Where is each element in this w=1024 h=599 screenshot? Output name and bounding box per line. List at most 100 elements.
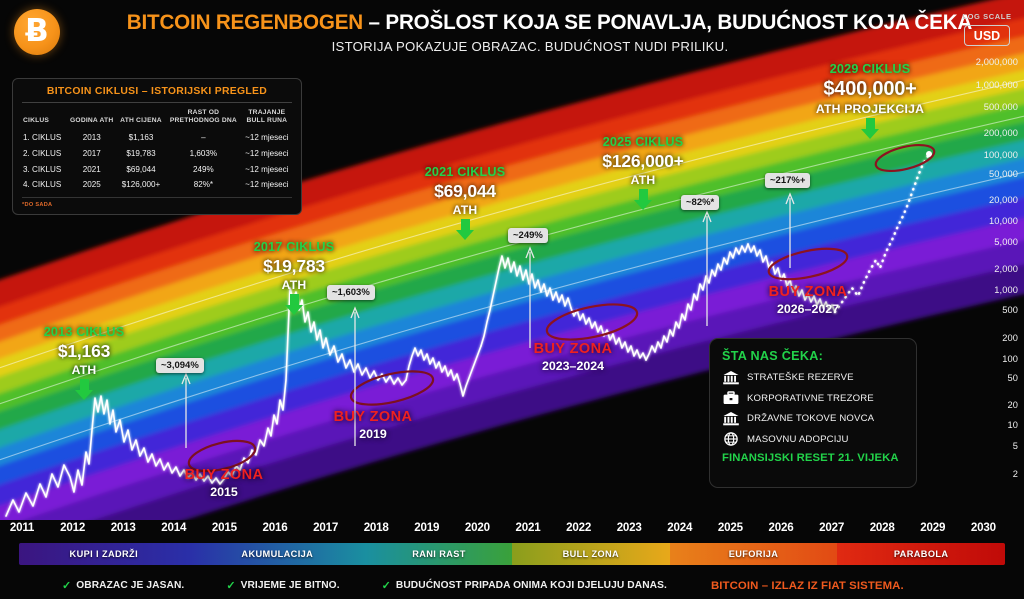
table-cell: $19,783 bbox=[126, 148, 156, 158]
footer-cta: BITCOIN – IZLAZ IZ FIAT SISTEMA. bbox=[710, 579, 904, 592]
cycle-annotation-2021: 2021 CIKLUS $69,044 ATH bbox=[404, 165, 526, 240]
table-row: 3. CIKLUS 2021 $69,044 249% ~12 mjeseci bbox=[22, 161, 292, 177]
awaits-title: ŠTA NAS ČEKA: bbox=[722, 349, 824, 363]
y-axis-tick: 5 bbox=[1012, 441, 1018, 451]
table-cell: 2013 bbox=[82, 133, 101, 143]
x-axis-tick: 2030 bbox=[970, 521, 996, 534]
cycle-ath-label: ATH PROJEKCIJA bbox=[815, 102, 925, 116]
table-title: BITCOIN CIKLUSI – ISTORIJSKI PREGLED bbox=[22, 86, 292, 103]
growth-badge-1603: ~1,603% bbox=[327, 285, 375, 300]
y-axis-tick: 10,000 bbox=[988, 216, 1018, 226]
footer-check-label: BUDUĆNOST PRIPADA ONIMA KOJI DJELUJU DAN… bbox=[395, 580, 667, 591]
table-row: 2. CIKLUS 2017 $19,783 1,603% ~12 mjeseci bbox=[22, 146, 292, 162]
buy-zone-2023-2024: BUY ZONA 2023–2024 bbox=[513, 341, 633, 373]
cycle-price: $19,783 bbox=[263, 256, 325, 276]
awaits-list-item: STRATEŠKE REZERVE bbox=[722, 370, 904, 385]
phase-band: KUPI I ZADRŽI bbox=[19, 543, 189, 565]
footer-check-label: VRIJEME JE BITNO. bbox=[240, 580, 340, 591]
cycle-price: $126,000+ bbox=[602, 151, 684, 171]
what-awaits-box: ŠTA NAS ČEKA: STRATEŠKE REZERVE KORPORATI… bbox=[709, 338, 917, 488]
buy-zone-title: BUY ZONA bbox=[184, 467, 264, 483]
buy-zone-2015: BUY ZONA 2015 bbox=[168, 467, 280, 499]
table-cell: ~12 mjeseci bbox=[245, 180, 289, 190]
phase-band: AKUMULACIJA bbox=[188, 543, 367, 565]
cycle-ath-label: ATH bbox=[71, 363, 97, 377]
awaits-item-label: STRATEŠKE REZERVE bbox=[747, 372, 854, 383]
table-row: 4. CIKLUS 2025 $126,000+ 82%* ~12 mjeseci bbox=[22, 177, 292, 193]
x-axis-tick: 2027 bbox=[819, 521, 845, 534]
y-axis-tick: 2,000,000 bbox=[975, 57, 1018, 67]
footer-check-label: OBRAZAC JE JASAN. bbox=[76, 580, 185, 591]
x-axis: 2011 2012 2013 2014 2015 2016 2017 2018 2019 2020… bbox=[0, 519, 1024, 541]
x-axis-tick: 2011 bbox=[9, 521, 35, 534]
cycle-ath-label: ATH bbox=[452, 203, 478, 217]
awaits-list-item: DRŽAVNE TOKOVE NOVCA bbox=[722, 411, 904, 426]
y-axis-tick: 50 bbox=[1007, 373, 1018, 383]
cycle-ath-label: ATH bbox=[281, 278, 307, 292]
phase-band: BULL ZONA bbox=[511, 543, 670, 565]
y-axis-tick: 1,000 bbox=[994, 285, 1018, 295]
check-icon: ✓ bbox=[381, 580, 391, 592]
x-axis-tick: 2023 bbox=[616, 521, 642, 534]
awaits-item-label: MASOVNU ADOPCIJU bbox=[747, 433, 849, 445]
page-subtitle: ISTORIJA POKAZUJE OBRAZAC. BUDUĆNOST NUD… bbox=[331, 39, 729, 54]
cycle-year-label: 2013 CIKLUS bbox=[43, 325, 125, 339]
table-header-row: CIKLUS GODINA ATH ATH CIJENA RAST OD PRETHOD… bbox=[22, 106, 292, 130]
table-cell: 249% bbox=[193, 164, 214, 174]
y-axis-tick: 10 bbox=[1007, 420, 1018, 430]
x-axis-tick: 2028 bbox=[869, 521, 895, 534]
currency-toggle-button[interactable]: USD bbox=[964, 25, 1010, 46]
phase-band: PARABOLA bbox=[837, 543, 1005, 565]
growth-badge-3094: ~3,094% bbox=[156, 358, 204, 373]
table-col-header: CIKLUS bbox=[23, 117, 50, 125]
x-axis-tick: 2025 bbox=[717, 521, 743, 534]
table-col-header: RAST OD PRETHODNOG DNA bbox=[169, 109, 237, 125]
y-axis-tick: 5,000 bbox=[994, 237, 1018, 247]
cycle-ath-label: ATH bbox=[630, 173, 656, 187]
table-cell: 3. CIKLUS bbox=[23, 164, 62, 174]
bitcoin-icon: Ƀ bbox=[14, 9, 60, 55]
scale-toggle-group: LOG SCALE USD bbox=[956, 12, 1018, 46]
phase-band: RANI RAST bbox=[366, 543, 512, 565]
table-col-header: TRAJANJE BULL RUNA bbox=[246, 109, 288, 125]
table-note: *DO SADA bbox=[22, 196, 292, 208]
cycle-year-label: 2029 CIKLUS bbox=[829, 62, 911, 76]
bitcoin-glyph: Ƀ bbox=[25, 12, 49, 49]
table-cell: 4. CIKLUS bbox=[23, 180, 62, 190]
title-block: BITCOIN REGENBOGEN – PROŠLOST KOJA SE PO… bbox=[110, 10, 973, 54]
footer-check-item: ✓ OBRAZAC JE JASAN. bbox=[62, 579, 184, 592]
title-highlight: BITCOIN REGENBOGEN bbox=[126, 10, 364, 34]
table-cell: 82%* bbox=[193, 180, 214, 190]
table-row: 1. CIKLUS 2013 $1,163 – ~12 mjeseci bbox=[22, 130, 292, 146]
footer-check-item: ✓ VRIJEME JE BITNO. bbox=[226, 579, 339, 592]
y-axis-tick: 500,000 bbox=[983, 102, 1018, 112]
cycle-price: $400,000+ bbox=[823, 78, 917, 100]
table: CIKLUS GODINA ATH ATH CIJENA RAST OD PRETHOD… bbox=[22, 106, 292, 193]
y-axis-tick: 50,000 bbox=[988, 169, 1018, 179]
title-rest: – PROŠLOST KOJA SE PONAVLJA, BUDUĆNOST K… bbox=[363, 10, 973, 34]
table-cell: ~12 mjeseci bbox=[245, 164, 289, 174]
phase-legend-bar: KUPI I ZADRŽI AKUMULACIJA RANI RAST BULL ZO… bbox=[19, 543, 1005, 565]
x-axis-tick: 2020 bbox=[464, 521, 490, 534]
table-cell: 1,603% bbox=[189, 148, 218, 158]
x-axis-tick: 2014 bbox=[161, 521, 187, 534]
buy-zone-years: 2023–2024 bbox=[541, 359, 605, 373]
y-axis-tick: 20 bbox=[1007, 400, 1018, 410]
globe-icon bbox=[722, 432, 739, 447]
table-cell: 2. CIKLUS bbox=[23, 148, 62, 158]
briefcase-icon bbox=[722, 391, 739, 406]
x-axis-tick: 2029 bbox=[920, 521, 946, 534]
cycle-price: $69,044 bbox=[434, 181, 496, 201]
table-col-header: GODINA ATH bbox=[70, 117, 114, 125]
cycle-year-label: 2025 CIKLUS bbox=[602, 135, 684, 149]
cycle-annotation-2029: 2029 CIKLUS $400,000+ ATH PROJEKCIJA bbox=[790, 62, 950, 139]
y-axis-tick: 2 bbox=[1012, 469, 1018, 479]
x-axis-tick: 2019 bbox=[414, 521, 440, 534]
x-axis-tick: 2024 bbox=[667, 521, 693, 534]
footer-check-item: ✓ BUDUĆNOST PRIPADA ONIMA KOJI DJELUJU DA… bbox=[382, 579, 667, 592]
x-axis-tick: 2013 bbox=[110, 521, 136, 534]
growth-badge-217: ~217%+ bbox=[765, 173, 811, 188]
buy-zone-years: 2019 bbox=[359, 427, 387, 441]
phase-band: EUFORIJA bbox=[669, 543, 838, 565]
x-axis-tick: 2012 bbox=[60, 521, 86, 534]
